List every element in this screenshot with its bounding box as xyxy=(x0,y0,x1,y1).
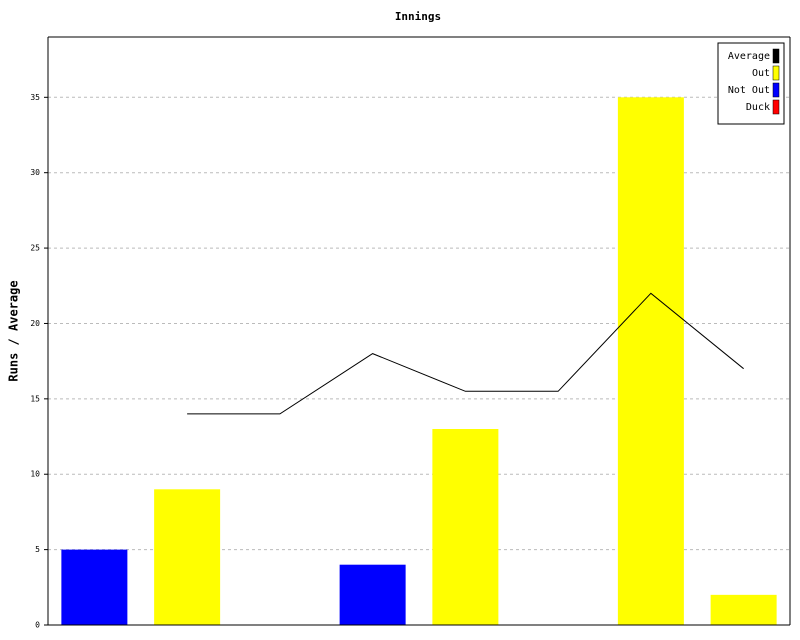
legend-swatch xyxy=(772,48,780,64)
y-tick-label: 25 xyxy=(30,244,40,253)
y-tick-label: 0 xyxy=(35,621,40,630)
bar xyxy=(339,564,406,625)
bar xyxy=(617,97,684,626)
y-tick-label: 20 xyxy=(30,319,40,328)
legend-swatch xyxy=(772,99,780,115)
y-tick-label: 5 xyxy=(35,545,40,554)
line xyxy=(187,292,744,415)
legend-label: Not Out xyxy=(728,85,770,96)
legend-swatch xyxy=(772,82,780,98)
legend-label: Duck xyxy=(746,102,770,113)
y-tick-label: 15 xyxy=(30,394,40,403)
bar xyxy=(710,594,777,625)
bar xyxy=(61,549,128,625)
y-tick-label: 10 xyxy=(30,470,40,479)
legend-label: Out xyxy=(752,68,770,79)
legend-swatch xyxy=(772,65,780,81)
y-tick-label: 35 xyxy=(30,93,40,102)
bar xyxy=(154,489,221,625)
legend-label: Average xyxy=(728,51,770,62)
bar xyxy=(432,429,499,625)
y-tick-label: 30 xyxy=(30,168,40,177)
y-axis-label: Runs / Average xyxy=(7,280,21,381)
legend: Average Out Not Out Duck xyxy=(717,42,785,125)
chart-title: Innings xyxy=(395,10,441,23)
